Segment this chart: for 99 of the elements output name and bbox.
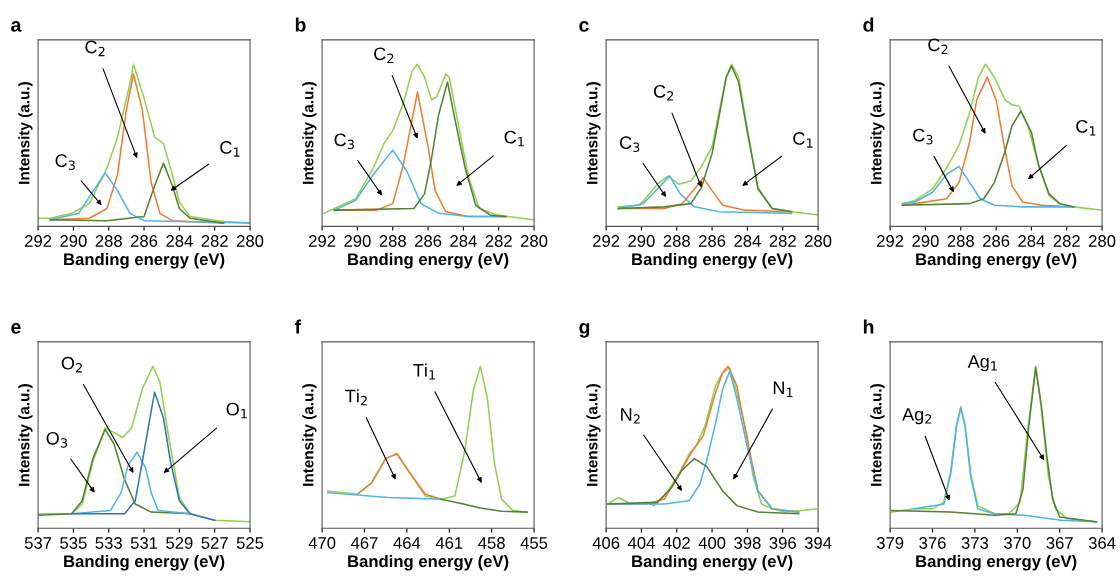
x-tick-label: 284 bbox=[1018, 235, 1045, 247]
text: C$_{2}$ bbox=[374, 47, 394, 63]
annotation: N$_{2}$ bbox=[621, 408, 640, 424]
x-tick-label: 290 bbox=[344, 235, 371, 247]
x-tick-label: 284 bbox=[166, 235, 193, 247]
x-axis-title: Banding energy (eV) bbox=[64, 554, 225, 571]
x-tick-label: 292 bbox=[593, 235, 620, 247]
x-tick-label: 379 bbox=[876, 537, 904, 549]
x-tick-label: 288 bbox=[947, 235, 974, 247]
x-tick-label: 282 bbox=[769, 235, 796, 247]
x-tick-label: 398 bbox=[734, 537, 761, 549]
x-tick-label: 364 bbox=[1088, 537, 1116, 549]
annotation: C$_{1}$ bbox=[504, 130, 524, 147]
annotation: C$_{3}$ bbox=[913, 128, 933, 145]
chart-title: c bbox=[579, 21, 589, 32]
y-axis-title: Intensity (a.u.) bbox=[586, 384, 601, 486]
x-axis-title: Banding energy (eV) bbox=[348, 554, 509, 571]
x-tick-label: 280 bbox=[520, 235, 548, 247]
x-axis-title: Banding energy (eV) bbox=[348, 252, 509, 269]
x-tick-label: 458 bbox=[478, 537, 505, 549]
y-axis-title: Intensity (a.u.) bbox=[870, 384, 885, 486]
x-tick-label: 288 bbox=[663, 235, 690, 247]
y-axis-title: Intensity (a.u.) bbox=[18, 82, 33, 184]
y-axis-title: Intensity (a.u.) bbox=[18, 384, 33, 486]
text: C$_{2}$ bbox=[928, 38, 948, 54]
x-tick-label: 286 bbox=[983, 235, 1010, 247]
annotation: O$_{1}$ bbox=[226, 402, 247, 419]
annotation: Ag$_{2}$ bbox=[902, 408, 932, 425]
x-tick-label: 367 bbox=[1046, 537, 1073, 549]
annotation: C$_{3}$ bbox=[55, 154, 75, 170]
annotation: Ti$_{1}$ bbox=[413, 363, 435, 380]
x-tick-label: 282 bbox=[1053, 235, 1080, 247]
annotation: Ag$_{1}$ bbox=[967, 355, 997, 372]
x-tick-label: 290 bbox=[628, 235, 655, 247]
chart-title: b bbox=[295, 17, 306, 32]
x-tick-label: 292 bbox=[309, 235, 336, 247]
x-axis-title: Banding energy (eV) bbox=[632, 554, 793, 571]
x-tick-label: 467 bbox=[350, 537, 378, 549]
x-tick-label: 288 bbox=[379, 235, 406, 247]
annotation: O$_{2}$ bbox=[61, 356, 82, 373]
chart-title: f bbox=[294, 319, 302, 334]
x-axis-title: Banding energy (eV) bbox=[632, 252, 793, 269]
x-tick-label: 373 bbox=[961, 537, 989, 549]
x-tick-label: 531 bbox=[130, 537, 158, 549]
x-tick-label: 396 bbox=[769, 537, 796, 549]
chart-title: g bbox=[579, 323, 590, 338]
x-tick-label: 537 bbox=[24, 537, 52, 549]
x-tick-label: 464 bbox=[393, 537, 421, 549]
x-tick-label: 286 bbox=[699, 235, 726, 247]
x-tick-label: 280 bbox=[805, 235, 832, 247]
x-tick-label: 282 bbox=[201, 235, 228, 247]
x-tick-label: 535 bbox=[60, 537, 87, 549]
x-tick-label: 280 bbox=[236, 235, 264, 247]
x-tick-label: 282 bbox=[485, 235, 512, 247]
x-axis-title: Banding energy (eV) bbox=[64, 252, 225, 269]
x-tick-label: 394 bbox=[804, 537, 832, 549]
x-tick-label: 292 bbox=[25, 235, 52, 247]
x-tick-label: 406 bbox=[592, 537, 620, 549]
x-tick-label: 286 bbox=[130, 235, 158, 247]
annotation: Ti$_{2}$ bbox=[345, 389, 367, 406]
chart-title: a bbox=[11, 21, 22, 32]
x-axis-title: Banding energy (eV) bbox=[916, 252, 1077, 269]
x-axis-title: Banding energy (eV) bbox=[916, 554, 1077, 571]
x-tick-label: 402 bbox=[663, 537, 690, 549]
annotation: C$_{1}$ bbox=[1076, 119, 1096, 136]
annotation: C$_{2}$ bbox=[653, 84, 674, 101]
y-axis-title: Intensity (a.u.) bbox=[302, 82, 317, 184]
x-tick-label: 376 bbox=[919, 537, 946, 549]
x-tick-label: 284 bbox=[734, 235, 761, 247]
x-tick-label: 290 bbox=[60, 235, 87, 247]
x-tick-label: 288 bbox=[95, 235, 122, 247]
annotation: C$_{3}$ bbox=[619, 136, 640, 153]
x-tick-label: 525 bbox=[236, 537, 264, 549]
chart-title: h bbox=[863, 319, 874, 334]
annotation: O$_{3}$ bbox=[46, 431, 67, 448]
x-tick-label: 292 bbox=[877, 235, 904, 247]
x-tick-label: 404 bbox=[627, 537, 655, 549]
annotation: C$_{1}$ bbox=[220, 141, 240, 157]
x-tick-label: 284 bbox=[450, 235, 477, 247]
x-tick-label: 527 bbox=[201, 537, 228, 549]
x-tick-label: 286 bbox=[415, 235, 442, 247]
x-tick-label: 400 bbox=[698, 537, 726, 549]
chart-title: d bbox=[863, 17, 874, 32]
annotation: C$_{1}$ bbox=[793, 132, 813, 148]
y-axis-title: Intensity (a.u.) bbox=[302, 384, 317, 486]
x-tick-label: 290 bbox=[912, 235, 939, 247]
chart-title: e bbox=[11, 323, 21, 334]
x-tick-label: 461 bbox=[435, 537, 463, 549]
x-tick-label: 470 bbox=[308, 537, 336, 549]
x-tick-label: 455 bbox=[520, 537, 548, 549]
text: C$_{2}$ bbox=[85, 40, 105, 57]
y-axis-title: Intensity (a.u.) bbox=[586, 82, 601, 184]
x-tick-label: 529 bbox=[166, 537, 193, 549]
annotation: N$_{1}$ bbox=[773, 381, 793, 397]
y-axis-title: Intensity (a.u.) bbox=[870, 82, 885, 184]
x-tick-label: 370 bbox=[1004, 537, 1031, 549]
x-tick-label: 280 bbox=[1089, 235, 1116, 247]
annotation: C$_{3}$ bbox=[334, 133, 354, 150]
x-tick-label: 533 bbox=[95, 537, 122, 549]
